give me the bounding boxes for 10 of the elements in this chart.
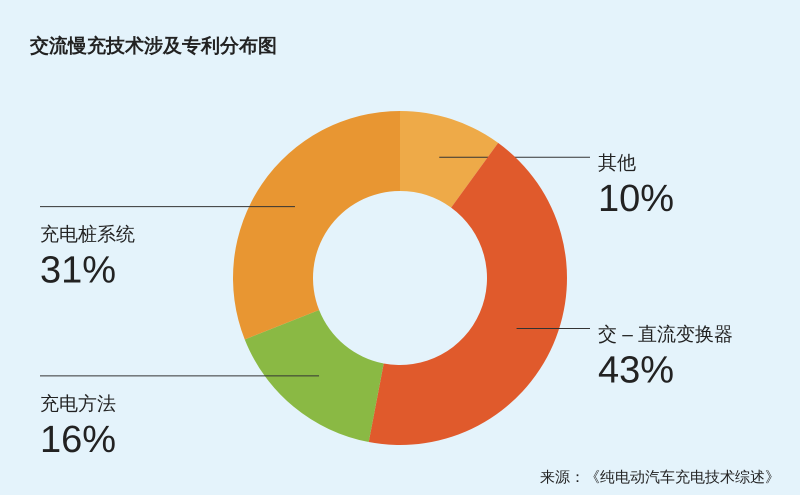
chart-title: 交流慢充技术涉及专利分布图 [29, 35, 277, 57]
data-label: 10% [598, 178, 674, 220]
slice-label: 其他 [598, 153, 636, 174]
data-label: 16% [40, 418, 116, 461]
data-label: 31% [40, 250, 116, 292]
slice-label: 充电桩系统 [40, 224, 135, 246]
source-note: 来源：《纯电动汽车充电技术综述》 [540, 469, 780, 486]
slice-label: 充电方法 [40, 392, 116, 415]
slice-label: 交 – 直流变换器 [598, 323, 734, 346]
data-label: 43% [598, 349, 674, 392]
